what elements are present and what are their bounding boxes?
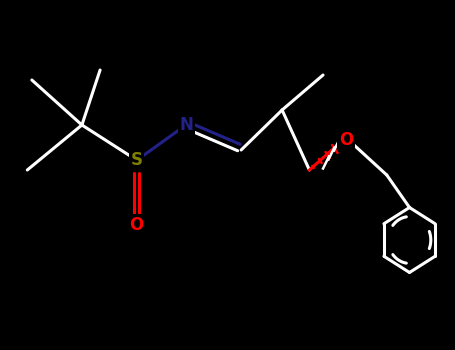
Text: N: N (180, 116, 193, 134)
Text: S: S (131, 151, 142, 169)
Text: O: O (129, 216, 144, 234)
Text: O: O (339, 131, 353, 149)
